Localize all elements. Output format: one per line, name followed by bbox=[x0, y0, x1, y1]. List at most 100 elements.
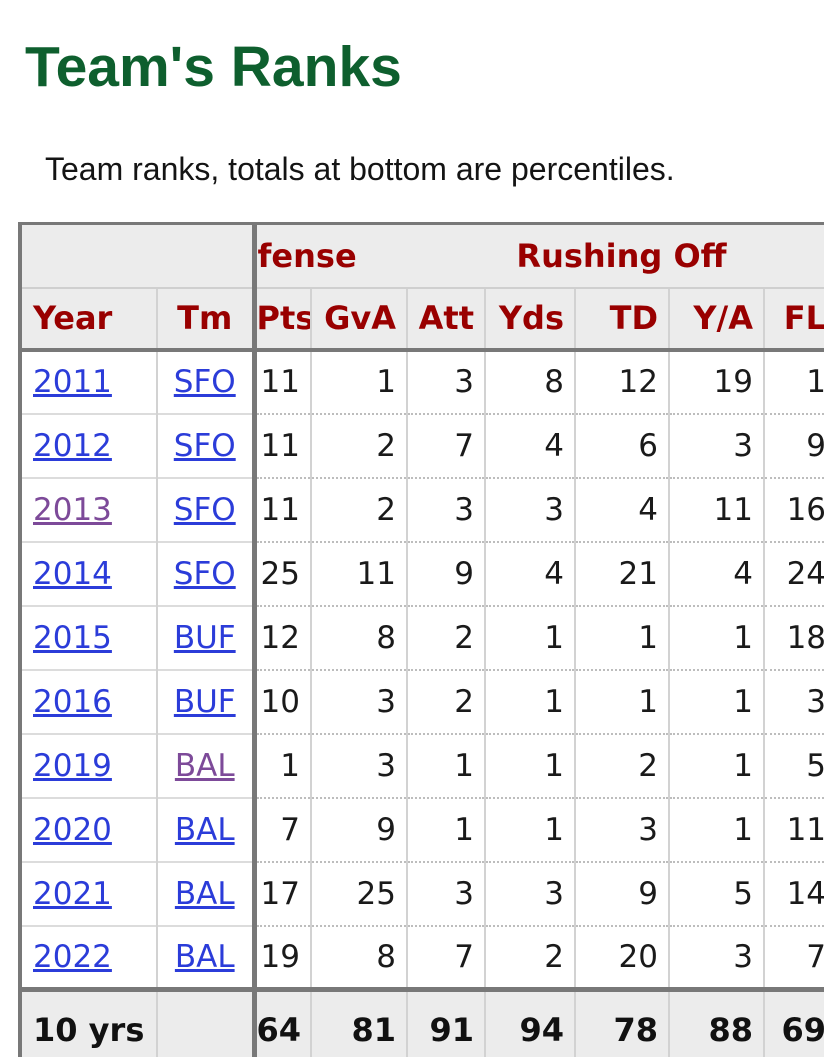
stat-cell: 1 bbox=[406, 796, 485, 862]
team-link[interactable]: SFO bbox=[173, 555, 236, 592]
totals-stat-cell: 78 bbox=[574, 987, 669, 1057]
column-header-row: Year Tm Pts GvA Att Yds TD Y/A FL bbox=[18, 287, 824, 352]
year-cell: 2012 bbox=[18, 412, 157, 478]
stat-cell: 11 bbox=[251, 349, 311, 414]
totals-team-blank bbox=[156, 987, 254, 1057]
stat-cell: 1 bbox=[668, 668, 764, 734]
stat-cell: 12 bbox=[574, 349, 669, 414]
team-link[interactable]: SFO bbox=[173, 364, 236, 400]
stat-cell: 18 bbox=[762, 604, 824, 670]
group-header-row: fense Rushing Off bbox=[18, 222, 824, 289]
stat-cell: 7 bbox=[251, 796, 311, 862]
team-cell: SFO bbox=[156, 349, 254, 414]
totals-stat-cell: 69 bbox=[762, 987, 824, 1057]
team-link[interactable]: BUF bbox=[173, 619, 236, 656]
table-row: 2015 BUF 12 8 2 1 1 1 18 bbox=[18, 604, 824, 670]
team-cell: BUF bbox=[156, 604, 254, 670]
stat-cell: 7 bbox=[406, 412, 485, 478]
team-link[interactable]: BAL bbox=[174, 747, 235, 784]
year-cell: 2016 bbox=[18, 668, 157, 734]
year-link[interactable]: 2021 bbox=[33, 875, 112, 912]
stat-cell: 25 bbox=[251, 540, 311, 606]
totals-stat-cell: 88 bbox=[668, 987, 764, 1057]
year-link[interactable]: 2014 bbox=[33, 555, 112, 592]
stat-cell: 14 bbox=[762, 860, 824, 926]
team-link[interactable]: SFO bbox=[173, 427, 236, 464]
team-link[interactable]: BAL bbox=[174, 875, 235, 912]
team-ranks-table: fense Rushing Off Year Tm Pts GvA Att Yds TD Y/A F… bbox=[18, 222, 824, 1057]
year-link[interactable]: 2015 bbox=[33, 619, 112, 656]
stat-cell: 3 bbox=[310, 668, 407, 734]
stat-cell: 25 bbox=[310, 860, 407, 926]
year-link[interactable]: 2016 bbox=[33, 683, 112, 720]
year-link[interactable]: 2022 bbox=[33, 938, 112, 975]
year-link[interactable]: 2011 bbox=[33, 364, 112, 400]
stat-cell: 3 bbox=[762, 668, 824, 734]
stat-cell: 3 bbox=[484, 476, 575, 542]
year-link[interactable]: 2020 bbox=[33, 811, 112, 848]
stat-cell: 21 bbox=[574, 540, 669, 606]
team-link[interactable]: BUF bbox=[173, 683, 236, 720]
table-caption: Team ranks, totals at bottom are percent… bbox=[45, 151, 675, 187]
year-cell: 2022 bbox=[18, 924, 157, 990]
col-header-gva[interactable]: GvA bbox=[310, 287, 407, 352]
stat-cell: 1 bbox=[484, 668, 575, 734]
year-cell: 2021 bbox=[18, 860, 157, 926]
col-header-yds[interactable]: Yds bbox=[484, 287, 575, 352]
stat-cell: 1 bbox=[574, 668, 669, 734]
stat-cell: 3 bbox=[406, 349, 485, 414]
stat-cell: 16 bbox=[762, 476, 824, 542]
stat-cell: 4 bbox=[484, 412, 575, 478]
stat-cell: 9 bbox=[762, 412, 824, 478]
stat-cell: 1 bbox=[251, 732, 311, 798]
totals-stat-cell: 91 bbox=[406, 987, 485, 1057]
stat-cell: 1 bbox=[668, 604, 764, 670]
team-link[interactable]: BAL bbox=[174, 938, 235, 975]
table-row: 2014 SFO 25 11 9 4 21 4 24 bbox=[18, 540, 824, 606]
stat-cell: 4 bbox=[574, 476, 669, 542]
stat-cell: 19 bbox=[668, 349, 764, 414]
stat-cell: 7 bbox=[406, 924, 485, 990]
stat-cell: 17 bbox=[251, 860, 311, 926]
col-header-pts[interactable]: Pts bbox=[251, 287, 311, 352]
table-row: 2020 BAL 7 9 1 1 3 1 11 bbox=[18, 796, 824, 862]
team-cell: BAL bbox=[156, 924, 254, 990]
stat-cell: 2 bbox=[574, 732, 669, 798]
stat-cell: 19 bbox=[251, 924, 311, 990]
stat-cell: 20 bbox=[574, 924, 669, 990]
stat-cell: 9 bbox=[310, 796, 407, 862]
col-header-fl[interactable]: FL bbox=[762, 287, 824, 352]
table-row: 2012 SFO 11274639 bbox=[18, 412, 824, 478]
year-cell: 2020 bbox=[18, 796, 157, 862]
col-header-ya[interactable]: Y/A bbox=[668, 287, 764, 352]
group-header-blank bbox=[18, 222, 254, 289]
group-header: Rushing Off bbox=[407, 222, 824, 289]
team-link[interactable]: BAL bbox=[174, 811, 235, 848]
year-link[interactable]: 2019 bbox=[33, 747, 112, 784]
table-scroll-area[interactable]: fense Rushing Off Year Tm Pts GvA Att Yds TD Y/A F… bbox=[18, 222, 824, 1057]
stat-cell: 11 bbox=[310, 540, 407, 606]
stat-cell: 9 bbox=[406, 540, 485, 606]
stat-cell: 3 bbox=[406, 476, 485, 542]
stat-cell: 1 bbox=[484, 604, 575, 670]
stat-cell: 1 bbox=[574, 604, 669, 670]
stat-cell: 3 bbox=[574, 796, 669, 862]
team-link[interactable]: SFO bbox=[173, 491, 236, 528]
stat-cell: 12 bbox=[251, 604, 311, 670]
stat-cell: 8 bbox=[310, 924, 407, 990]
stat-cell: 3 bbox=[310, 732, 407, 798]
group-header: fense bbox=[251, 222, 407, 289]
col-header-td[interactable]: TD bbox=[574, 287, 669, 352]
stat-cell: 6 bbox=[574, 412, 669, 478]
stat-cell: 8 bbox=[310, 604, 407, 670]
stat-cell: 1 bbox=[668, 796, 764, 862]
stat-cell: 10 bbox=[251, 668, 311, 734]
col-header-att[interactable]: Att bbox=[406, 287, 485, 352]
year-link[interactable]: 2012 bbox=[33, 427, 112, 464]
stat-cell: 1 bbox=[406, 732, 485, 798]
col-header-year[interactable]: Year bbox=[18, 287, 157, 352]
year-link[interactable]: 2013 bbox=[33, 491, 112, 528]
col-header-tm[interactable]: Tm bbox=[156, 287, 254, 352]
team-cell: SFO bbox=[156, 540, 254, 606]
year-cell: 2019 bbox=[18, 732, 157, 798]
